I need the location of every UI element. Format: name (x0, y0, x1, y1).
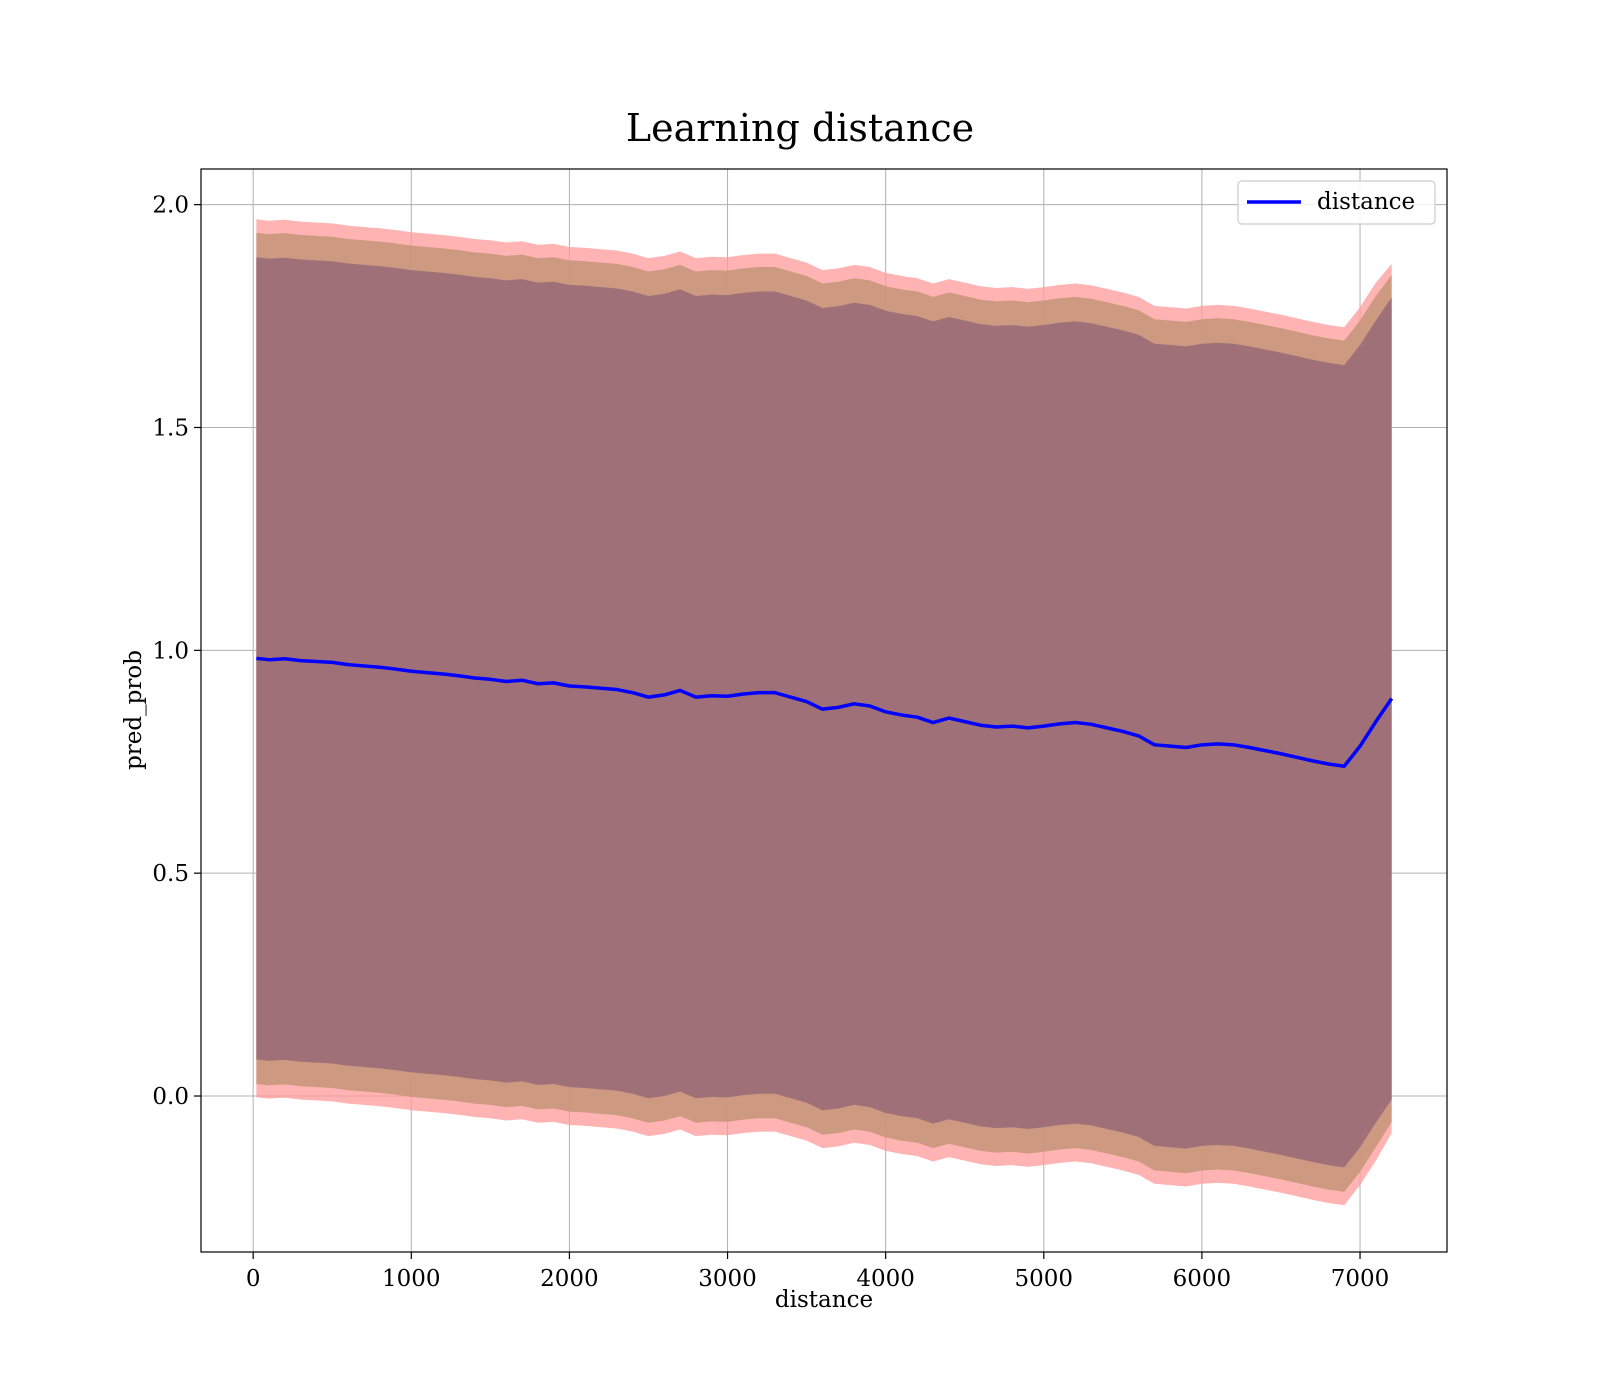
x-tick-label: 1000 (382, 1266, 441, 1292)
y-tick-label: 2.0 (152, 193, 189, 219)
y-axis-label: pred_prob (121, 650, 147, 770)
x-axis-ticks: 0 1000 2000 3000 4000 5000 6000 7000 (246, 1252, 1389, 1292)
band-inner (256, 257, 1392, 1168)
y-tick-label: 0.5 (152, 861, 189, 887)
x-tick-label: 5000 (1015, 1266, 1074, 1292)
y-axis-ticks: 0.0 0.5 1.0 1.5 2.0 (152, 193, 201, 1110)
chart-title: Learning distance (626, 106, 974, 150)
y-tick-label: 1.5 (152, 415, 189, 441)
plot-frame (200, 168, 1448, 1253)
series-lines (256, 656, 1394, 768)
x-tick-label: 2000 (540, 1266, 599, 1292)
x-tick-label: 4000 (856, 1266, 915, 1292)
confidence-bands (256, 219, 1392, 1206)
y-tick-label: 1.0 (152, 638, 189, 664)
series-line-distance (256, 656, 1394, 768)
x-tick-label: 0 (246, 1266, 261, 1292)
x-tick-label: 3000 (698, 1266, 757, 1292)
y-tick-label: 0.0 (152, 1084, 189, 1110)
x-tick-label: 7000 (1331, 1266, 1390, 1292)
legend-box (1237, 180, 1436, 225)
legend-entry: distance (1317, 189, 1415, 215)
x-axis-label: distance (775, 1287, 873, 1313)
legend: distance (1237, 180, 1436, 225)
x-tick-label: 6000 (1173, 1266, 1232, 1292)
